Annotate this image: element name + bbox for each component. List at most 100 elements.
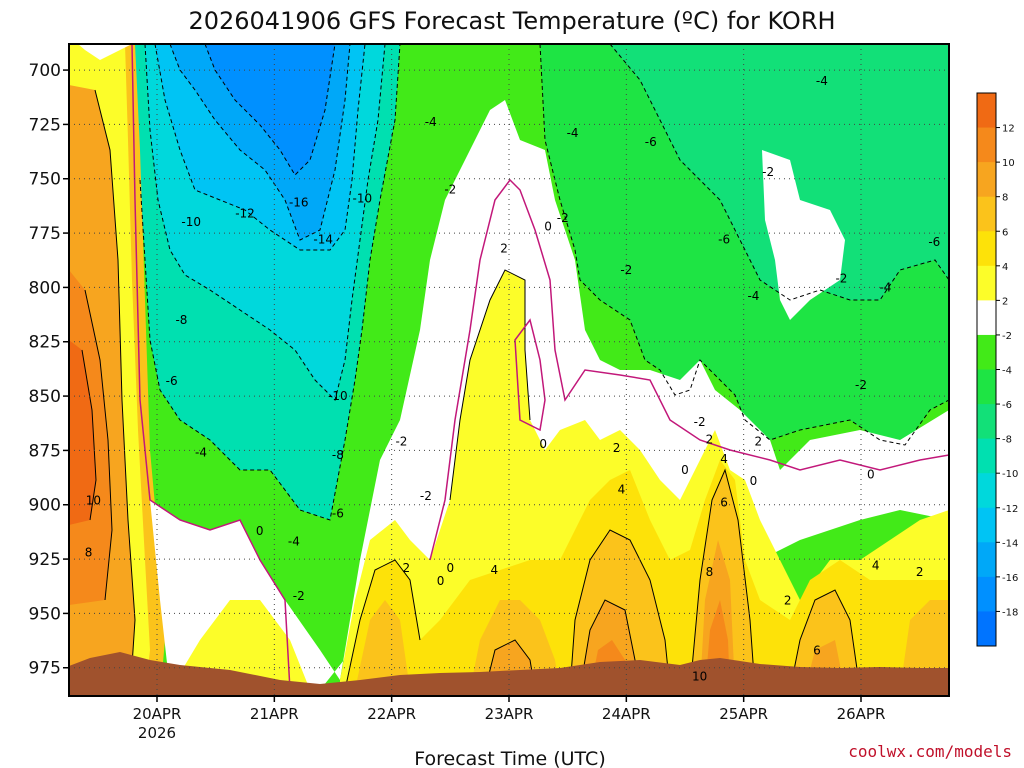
contour-label: -2	[855, 378, 867, 392]
x-tick-label: 26APR	[837, 705, 886, 723]
colorbar-swatch	[977, 473, 996, 509]
contour-label: -2	[395, 435, 407, 449]
contour-label: -4	[747, 289, 759, 303]
zero-contour-line	[514, 318, 546, 432]
contour-label: -10	[328, 389, 348, 403]
contour-label: -14	[313, 233, 333, 247]
colorbar-swatch	[977, 404, 996, 440]
contour-line-dashed	[154, 44, 366, 251]
contour-line	[94, 89, 136, 696]
contour-label: -4	[567, 126, 579, 140]
colorbar-tick-label: 8	[1002, 193, 1008, 204]
contour-label: -8	[175, 313, 187, 327]
colorbar-tick-label: -16	[1002, 573, 1018, 584]
colorbar-swatch	[977, 576, 996, 612]
contour-line	[789, 589, 861, 691]
colorbar-tick-label: -8	[1002, 435, 1012, 446]
x-tick-label: 23APR	[485, 705, 534, 723]
contour-label: -2	[694, 415, 706, 429]
y-tick-label: 825	[29, 333, 61, 353]
colorbar-tick-label: -2	[1002, 331, 1012, 342]
contour-line-dashed	[144, 44, 386, 401]
contour-label: 0	[750, 474, 758, 488]
contour-label: -2	[620, 263, 632, 277]
colorbar-tick-label: -6	[1002, 400, 1012, 411]
contour-label: 0	[681, 463, 689, 477]
y-tick-label: 725	[29, 115, 61, 135]
contour-line	[569, 529, 671, 691]
contour-label: -2	[293, 589, 305, 603]
credit-text: coolwx.com/models	[848, 742, 1012, 761]
field-region-white-patch1	[762, 150, 845, 320]
y-axis: 700 725 750 775 800 825 850 875 900 925 950 975	[29, 61, 69, 679]
y-tick-label: 750	[29, 170, 61, 190]
x-tick-label: 20APR	[133, 705, 182, 723]
colorbar-swatch	[977, 93, 996, 129]
contour-label: -6	[718, 233, 730, 247]
colorbar-swatch	[977, 127, 996, 163]
plot-area	[69, 44, 949, 696]
y-tick-label: 775	[29, 224, 61, 244]
colorbar-tick-label: -4	[1002, 366, 1012, 377]
contour-line-dashed	[169, 44, 351, 241]
contour-lines	[81, 89, 861, 696]
contour-label: -4	[288, 535, 300, 549]
contour-label: 2	[403, 561, 411, 575]
contour-label: -6	[928, 235, 940, 249]
contour-line	[449, 269, 531, 501]
colorbar-swatch	[977, 334, 996, 370]
contour-label: 2	[916, 565, 924, 579]
colorbar: 12 10 8 6 4 2 -2 -4 -6 -8 -10 -12 -14 -16 -18	[976, 92, 1018, 647]
contour-label: -2	[444, 183, 456, 197]
contour-line	[689, 468, 756, 691]
contour-label: -8	[332, 448, 344, 462]
field-region-white-left	[78, 44, 132, 60]
contour-label: 8	[85, 546, 93, 560]
contour-label: 0	[544, 220, 552, 234]
colorbar-swatch	[977, 162, 996, 198]
colorbar-tick-label: -18	[1002, 607, 1018, 618]
colorbar-tick-label: 10	[1002, 158, 1015, 169]
y-tick-label: 875	[29, 441, 61, 461]
x-tick-label: 25APR	[719, 705, 768, 723]
contour-label: -2	[762, 165, 774, 179]
colorbar-swatch	[977, 300, 996, 336]
contour-label: -10	[353, 191, 373, 205]
colorbar-swatch	[977, 231, 996, 267]
contour-lines-dashed	[139, 44, 949, 521]
x-tick-sublabel: 2026	[138, 724, 176, 742]
contour-label: 2	[755, 435, 763, 449]
y-tick-label: 850	[29, 387, 61, 407]
contour-label: 0	[256, 524, 264, 538]
contour-label: -6	[332, 506, 344, 520]
contour-line	[81, 349, 97, 521]
contour-label: 0	[447, 561, 455, 575]
colorbar-tick-label: -10	[1002, 469, 1018, 480]
y-tick-label: 950	[29, 604, 61, 624]
contour-label: -2	[420, 489, 432, 503]
contour-line-dashed	[539, 44, 949, 446]
contour-label: -10	[181, 215, 201, 229]
contour-line	[344, 559, 421, 691]
contour-label: 6	[720, 496, 728, 510]
colorbar-tick-label: 12	[1002, 124, 1015, 135]
contour-label: 0	[539, 437, 547, 451]
contour-label: 10	[692, 669, 707, 683]
contour-label: 2	[706, 433, 714, 447]
colorbar-tick-label: -12	[1002, 504, 1018, 515]
contour-label: -4	[425, 115, 437, 129]
colorbar-swatch	[977, 196, 996, 232]
contour-label: -4	[195, 446, 207, 460]
x-tick-label: 24APR	[602, 705, 651, 723]
contour-label: -4	[879, 280, 891, 294]
colorbar-swatch	[977, 369, 996, 405]
y-tick-label: 925	[29, 550, 61, 570]
chart-title: 2026041906 GFS Forecast Temperature (ºC)…	[188, 7, 835, 35]
zero-contour-line	[429, 178, 949, 561]
x-tick-label: 21APR	[250, 705, 299, 723]
contour-label: 4	[618, 483, 626, 497]
y-tick-label: 900	[29, 496, 61, 516]
contour-labels: -16 -14 -12 -10 -10 -10 -8 -8 -6 -6 -6 -6 -6 -4 -4 -4 -4…	[85, 74, 941, 683]
